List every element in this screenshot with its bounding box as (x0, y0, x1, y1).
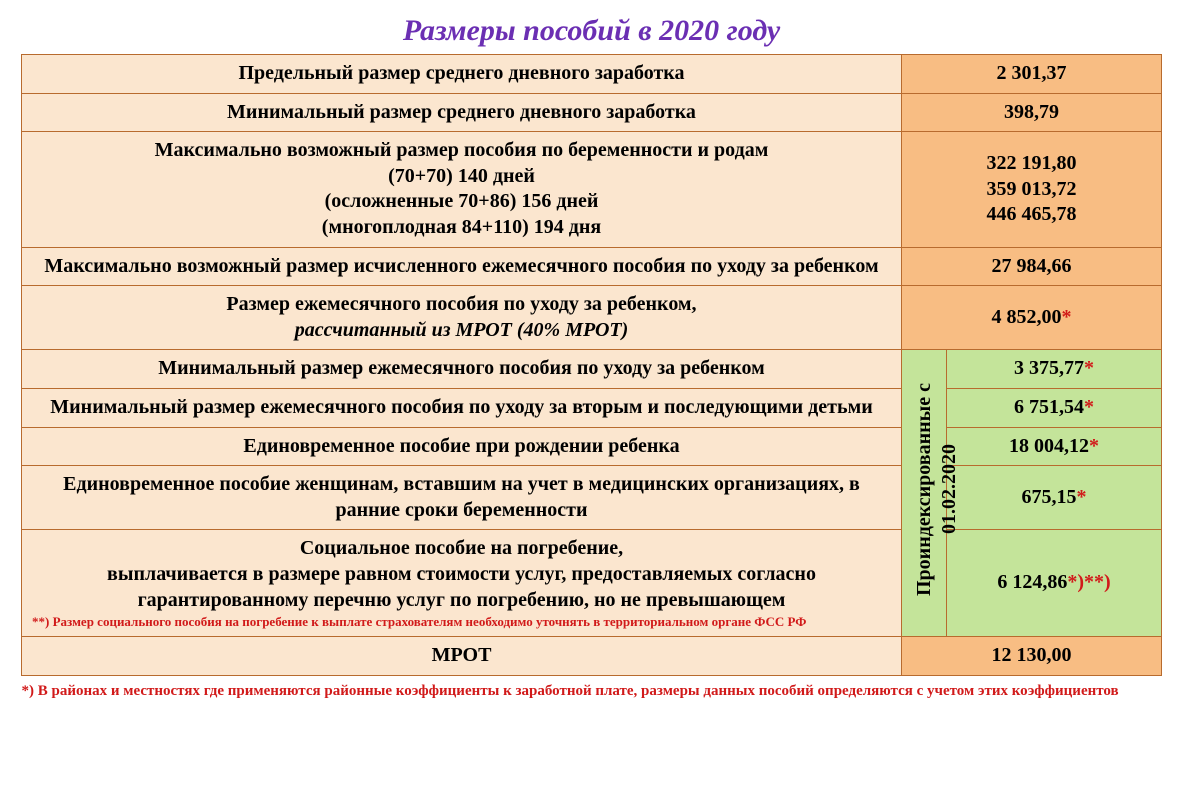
burial-body: выплачивается в размере равном стоимости… (107, 563, 816, 611)
desc-cell: Единовременное пособие женщинам, вставши… (22, 466, 902, 530)
value-cell: 6 751,54* (947, 388, 1162, 427)
table-row: Размер ежемесячного пособия по уходу за … (22, 286, 1162, 350)
value-number: 6 124,86 (997, 571, 1067, 593)
desc-cell: Предельный размер среднего дневного зара… (22, 55, 902, 94)
asterisk: *)**) (1067, 571, 1110, 593)
asterisk: * (1084, 396, 1094, 418)
desc-cell: Минимальный размер среднего дневного зар… (22, 93, 902, 132)
maternity-values: 322 191,80 359 013,72 446 465,78 (902, 132, 1162, 247)
table-row: Социальное пособие на погребение, выплач… (22, 530, 1162, 637)
table-row: Единовременное пособие при рождении ребе… (22, 427, 1162, 466)
table-row: Единовременное пособие женщинам, вставши… (22, 466, 1162, 530)
maternity-heading: Максимально возможный размер пособия по … (155, 139, 769, 161)
value-cell: 27 984,66 (902, 247, 1162, 286)
table-row: Минимальный размер ежемесячного пособия … (22, 350, 1162, 389)
mrot-monthly-desc: Размер ежемесячного пособия по уходу за … (22, 286, 902, 350)
mrot-desc: МРОТ (22, 637, 902, 676)
maternity-desc: Максимально возможный размер пособия по … (22, 132, 902, 247)
value-number: 18 004,12 (1009, 435, 1089, 457)
value-cell: 4 852,00* (902, 286, 1162, 350)
desc-cell: Единовременное пособие при рождении ребе… (22, 427, 902, 466)
burial-note-prefix: **) (32, 614, 49, 629)
value-number: 675,15 (1022, 486, 1077, 508)
table-row: Максимально возможный размер пособия по … (22, 132, 1162, 247)
indexed-label-line1: Проиндексированные с (913, 383, 935, 596)
table-row: Минимальный размер среднего дневного зар… (22, 93, 1162, 132)
value-cell: 18 004,12* (947, 427, 1162, 466)
value-cell: 398,79 (902, 93, 1162, 132)
burial-note-text: Размер социального пособия на погребение… (49, 614, 806, 629)
table-row: МРОТ 12 130,00 (22, 637, 1162, 676)
burial-desc: Социальное пособие на погребение, выплач… (22, 530, 902, 637)
table-row: Минимальный размер ежемесячного пособия … (22, 388, 1162, 427)
value-number: 3 375,77 (1014, 357, 1084, 379)
desc-cell: Минимальный размер ежемесячного пособия … (22, 388, 902, 427)
table-row: Максимально возможный размер исчисленног… (22, 247, 1162, 286)
mrot-monthly-line2: рассчитанный из МРОТ (40% МРОТ) (295, 319, 629, 341)
burial-title: Социальное пособие на погребение, (300, 537, 623, 559)
desc-cell: Максимально возможный размер исчисленног… (22, 247, 902, 286)
table-row: Предельный размер среднего дневного зара… (22, 55, 1162, 94)
value-cell: 2 301,37 (902, 55, 1162, 94)
footnote-text: В районах и местностях где применяются р… (34, 683, 1119, 699)
asterisk: * (1084, 357, 1094, 379)
mrot-monthly-line1: Размер ежемесячного пособия по уходу за … (226, 293, 696, 315)
maternity-line2: (осложненные 70+86) 156 дней (325, 190, 599, 212)
maternity-line3: (многоплодная 84+110) 194 дня (322, 216, 601, 238)
value-cell: 3 375,77* (947, 350, 1162, 389)
maternity-line1: (70+70) 140 дней (388, 165, 535, 187)
indexed-label-line2: 01.02.2020 (938, 444, 960, 534)
asterisk: * (1089, 435, 1099, 457)
page-footnote: *) В районах и местностях где применяютс… (22, 682, 1162, 700)
asterisk: * (1077, 486, 1087, 508)
value-number: 4 852,00 (992, 306, 1062, 328)
burial-note: **) Размер социального пособия на погреб… (32, 615, 891, 630)
value-cell: 12 130,00 (902, 637, 1162, 676)
asterisk: * (1062, 306, 1072, 328)
value-number: 6 751,54 (1014, 396, 1084, 418)
indexed-side-label: Проиндексированные с 01.02.2020 (902, 350, 947, 637)
value-cell: 6 124,86*)**) (947, 530, 1162, 637)
page-title: Размеры пособий в 2020 году (20, 14, 1163, 48)
footnote-prefix: *) (22, 683, 35, 699)
desc-cell: Минимальный размер ежемесячного пособия … (22, 350, 902, 389)
value-cell: 675,15* (947, 466, 1162, 530)
benefits-table: Предельный размер среднего дневного зара… (21, 54, 1162, 676)
